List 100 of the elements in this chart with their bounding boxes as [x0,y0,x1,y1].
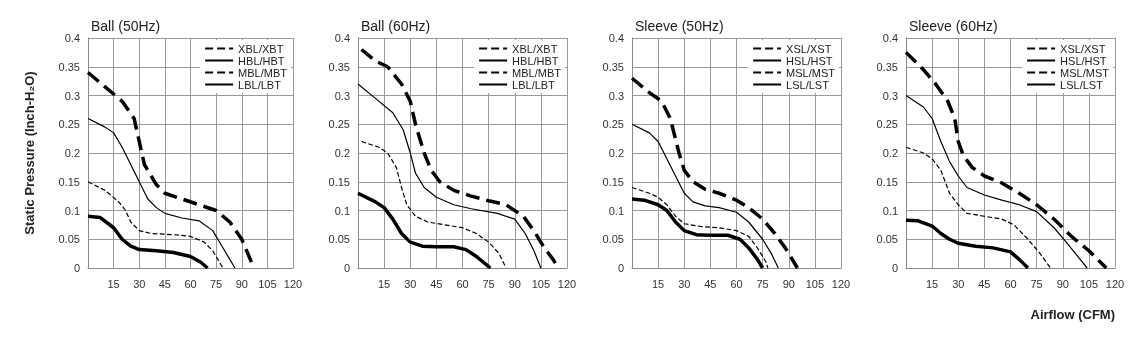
y-tick-label: 0 [73,262,80,274]
legend-label: XSL/XST [1060,42,1106,55]
legend-label: HSL/HST [786,54,833,67]
y-tick-label: 0.1 [334,204,350,217]
y-tick-label: 0.2 [882,147,898,159]
line-series [904,218,1030,270]
x-tick-label: 60 [730,277,743,290]
line-series [360,140,507,269]
y-tick-label: 0.15 [602,175,624,188]
legend-label: LBL/LBT [512,78,556,91]
legend-label: XSL/XST [786,42,832,55]
y-tick-label: 0.4 [64,32,80,44]
y-tick-label: 0.35 [602,60,624,73]
legend-label: MBL/MBT [512,66,562,79]
x-tick-label: 15 [378,277,391,290]
y-tick-label: 0.25 [328,118,350,131]
y-tick-label: 0.1 [608,204,624,217]
x-axis-title: Airflow (CFM) [1030,307,1115,322]
x-tick-label: 45 [704,277,717,290]
y-tick-label: 0.2 [334,147,350,159]
y-tick-label: 0.2 [64,147,80,159]
y-tick-label: 0.3 [882,89,898,102]
y-tick-label: 0.2 [608,147,624,159]
y-tick-label: 0.25 [876,118,898,131]
x-tick-label: 120 [831,277,851,290]
legend-label: HBL/HBT [238,54,285,67]
y-tick-label: 0.4 [334,32,350,44]
line-series [87,181,224,269]
x-tick-label: 105 [805,277,825,290]
y-tick-label: 0 [617,262,624,274]
x-tick-label: 105 [531,277,551,290]
x-tick-label: 90 [1056,277,1069,290]
x-tick-label: 75 [756,277,769,290]
x-tick-label: 120 [283,277,303,290]
x-tick-label: 90 [508,277,521,290]
y-tick-label: 0.1 [64,204,80,217]
x-tick-label: 15 [652,277,665,290]
x-tick-label: 60 [1004,277,1017,290]
x-tick-label: 105 [1079,277,1099,290]
y-tick-label: 0.3 [334,89,350,102]
x-tick-label: 15 [926,277,939,290]
legend-label: HBL/HBT [512,54,559,67]
line-series [356,191,493,270]
legend-label: HSL/HST [1060,54,1107,67]
y-tick-label: 0.15 [58,175,80,188]
legend-label: XBL/XBT [512,42,558,55]
y-tick-label: 0.15 [876,175,898,188]
line-series [905,146,1052,269]
y-tick-label: 0.05 [58,233,80,246]
y-tick-label: 0.4 [882,32,898,44]
x-tick-label: 75 [1030,277,1043,290]
legend-label: LSL/LST [786,78,830,91]
y-tick-label: 0.05 [328,233,350,246]
x-tick-label: 45 [978,277,991,290]
y-tick-label: 0.35 [876,60,898,73]
line-series [631,186,769,269]
y-tick-label: 0.4 [608,32,624,44]
x-tick-label: 90 [235,277,248,290]
y-tick-label: 0.25 [58,118,80,131]
legend-label: MSL/MST [786,66,836,79]
y-tick-label: 0.05 [602,233,624,246]
x-tick-label: 30 [952,277,965,290]
y-tick-label: 0.35 [58,60,80,73]
line-series [86,214,210,270]
x-tick-label: 60 [456,277,469,290]
x-tick-label: 15 [107,277,120,290]
x-tick-label: 105 [258,277,277,290]
y-tick-label: 0.25 [602,118,624,131]
line-series [87,117,236,269]
line-series [631,123,779,269]
y-tick-label: 0.15 [328,175,350,188]
chart-title: Sleeve (50Hz) [635,18,724,34]
legend-label: MBL/MBT [238,66,288,79]
y-tick-label: 0 [891,262,898,274]
y-tick-label: 0.3 [64,89,80,102]
y-tick-label: 0.05 [876,233,898,246]
x-tick-label: 45 [158,277,171,290]
x-tick-label: 90 [782,277,795,290]
legend-label: MSL/MST [1060,66,1110,79]
y-tick-label: 0 [343,262,350,274]
x-tick-label: 30 [404,277,417,290]
legend-label: XBL/XBT [238,42,284,55]
x-tick-label: 45 [430,277,443,290]
chart-title: Ball (50Hz) [91,18,161,34]
y-tick-label: 0.35 [328,60,350,73]
chart-title: Sleeve (60Hz) [909,18,998,34]
x-tick-label: 30 [133,277,146,290]
line-series [905,94,1088,269]
x-tick-label: 75 [210,277,223,290]
x-tick-label: 75 [482,277,495,290]
y-tick-label: 0.3 [608,89,624,102]
legend-label: LBL/LBT [238,78,282,91]
x-tick-label: 30 [678,277,691,290]
legend-label: LSL/LST [1060,78,1104,91]
x-tick-label: 60 [184,277,197,290]
x-tick-label: 120 [1105,277,1125,290]
y-axis-title: Static Pressure (Inch-H₂O) [22,71,37,235]
x-tick-label: 120 [557,277,577,290]
chart-title: Ball (60Hz) [361,18,431,34]
y-tick-label: 0.1 [882,204,898,217]
